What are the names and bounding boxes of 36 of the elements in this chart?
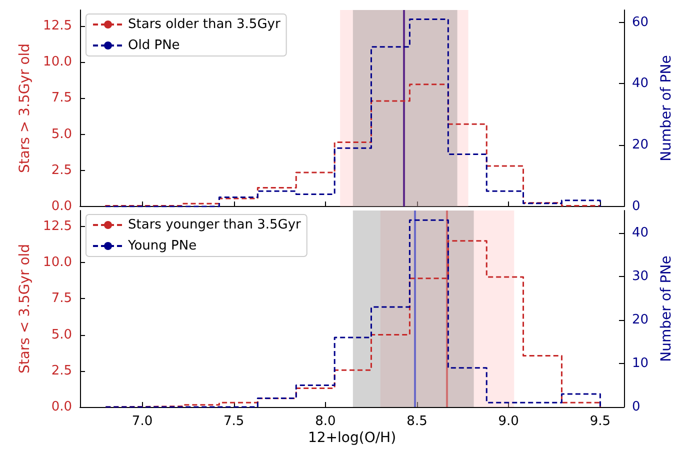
legend-label: Young PNe [127,238,197,254]
y2-tick-label: 10 [632,356,649,372]
y-tick-label: 5.0 [51,126,72,142]
y-tick-label: 0.0 [51,199,72,214]
x-tick-label: 9.5 [590,414,611,429]
y-tick-label: 12.5 [43,18,72,34]
legend-label: Stars older than 3.5Gyr [128,17,281,32]
y2-axis-title: Number of PNe [658,256,674,362]
y-tick-label: 0.0 [51,400,72,414]
y2-tick-label: 0 [632,400,640,414]
x-tick-label: 8.5 [406,414,428,429]
y2-tick-label: 0 [632,199,640,214]
y2-tick-label: 20 [632,312,649,328]
y2-tick-label: 20 [632,138,649,153]
y-tick-label: 2.5 [51,162,72,178]
x-axis-title: 12+log(O/H) [308,430,396,446]
y-axis-title: Stars < 3.5Gyr old [17,244,34,374]
x-tick-label: 7.0 [132,414,153,429]
y2-tick-label: 40 [632,226,649,241]
y-tick-label: 5.0 [51,327,72,342]
x-tick-label: 9.0 [498,414,519,429]
y-axis-title: Stars > 3.5Gyr old [17,43,34,174]
y-tick-label: 12.5 [43,218,72,234]
y-tick-label: 2.5 [51,363,72,378]
x-tick-label: 7.5 [224,414,244,429]
y2-axis-title: Number of PNe [658,55,674,162]
y-tick-label: 7.5 [51,90,72,106]
y-tick-label: 10.0 [43,255,72,270]
y2-tick-label: 60 [632,14,649,30]
legend-label: Stars younger than 3.5Gyr [128,218,302,232]
y2-tick-label: 40 [632,76,649,92]
y2-tick-label: 30 [632,269,649,284]
y-tick-label: 7.5 [51,291,72,306]
y-tick-label: 10.0 [43,54,72,70]
legend-label: Old PNe [128,38,180,53]
x-tick-label: 8.0 [315,414,336,429]
